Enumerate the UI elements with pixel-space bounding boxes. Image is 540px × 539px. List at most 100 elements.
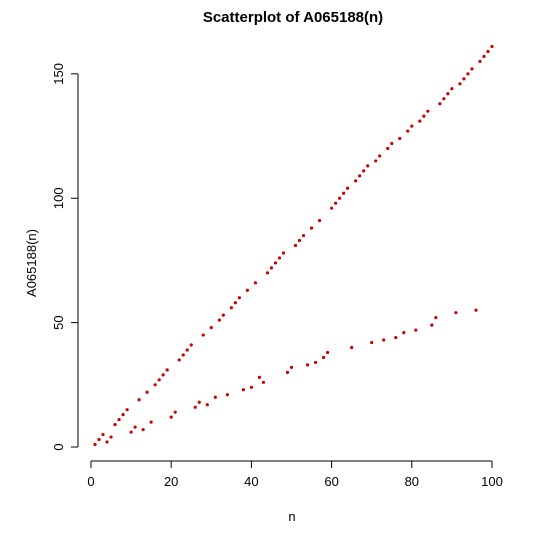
data-point xyxy=(454,311,458,315)
data-point xyxy=(414,328,418,332)
data-point xyxy=(233,301,237,305)
data-point xyxy=(338,196,342,200)
y-tick-label: 150 xyxy=(51,63,66,85)
data-point xyxy=(109,435,113,439)
chart-title: Scatterplot of A065188(n) xyxy=(203,9,383,26)
data-point xyxy=(478,59,482,64)
data-point xyxy=(410,124,414,128)
data-point xyxy=(434,316,438,320)
data-point xyxy=(101,432,105,437)
data-point xyxy=(470,67,474,71)
data-point xyxy=(422,114,426,118)
y-tick-label: 50 xyxy=(51,315,66,329)
data-point xyxy=(390,141,394,146)
data-point xyxy=(354,179,358,183)
data-point xyxy=(125,408,129,412)
data-point xyxy=(137,398,141,402)
data-point xyxy=(325,350,330,355)
data-point xyxy=(189,343,193,347)
data-point xyxy=(165,368,169,372)
data-point xyxy=(486,49,490,54)
data-point xyxy=(334,201,338,205)
y-tick-label: 100 xyxy=(51,187,66,209)
data-point xyxy=(330,206,334,210)
data-point xyxy=(342,191,346,195)
data-point xyxy=(358,174,362,178)
x-axis-label: n xyxy=(288,509,295,524)
data-point xyxy=(321,355,326,360)
x-tick-label: 0 xyxy=(87,474,94,489)
data-point xyxy=(305,363,310,367)
data-point xyxy=(350,345,354,350)
data-point xyxy=(149,420,153,424)
y-axis: 0 50 100 150 xyxy=(51,63,79,451)
data-point xyxy=(386,146,390,151)
data-point xyxy=(394,335,398,340)
data-point xyxy=(378,154,382,158)
data-point xyxy=(442,97,446,101)
x-axis: 0 20 40 60 80 100 xyxy=(87,460,503,489)
data-point xyxy=(301,233,306,238)
data-point xyxy=(221,313,225,317)
data-point xyxy=(418,119,422,123)
data-point xyxy=(241,388,245,392)
data-point xyxy=(237,296,241,300)
data-point xyxy=(426,109,430,113)
data-point xyxy=(145,390,149,394)
x-tick-label: 20 xyxy=(164,474,178,489)
data-point xyxy=(450,87,454,91)
data-point xyxy=(398,136,402,141)
data-point xyxy=(289,365,294,369)
data-point xyxy=(97,437,101,442)
data-point xyxy=(93,442,97,447)
data-point xyxy=(113,423,117,427)
data-point xyxy=(370,340,374,345)
data-point xyxy=(366,164,370,168)
x-tick-label: 60 xyxy=(324,474,338,489)
data-point xyxy=(133,425,137,429)
data-point xyxy=(490,44,494,49)
data-point xyxy=(197,400,201,404)
data-point xyxy=(374,159,378,163)
data-point xyxy=(297,238,302,243)
data-point xyxy=(257,375,262,379)
data-point xyxy=(205,403,209,407)
data-point xyxy=(209,325,213,330)
data-point xyxy=(458,82,462,86)
data-point xyxy=(181,353,185,357)
x-tick-label: 40 xyxy=(244,474,258,489)
data-point xyxy=(406,129,410,133)
data-point xyxy=(317,219,322,223)
data-point xyxy=(157,378,161,382)
data-point xyxy=(193,405,197,409)
data-point xyxy=(213,395,217,399)
data-point xyxy=(285,370,290,374)
x-tick-label: 80 xyxy=(405,474,419,489)
data-points xyxy=(93,44,494,447)
data-point xyxy=(201,333,205,337)
data-point xyxy=(269,266,274,270)
data-point xyxy=(462,77,466,81)
data-point xyxy=(177,358,181,362)
y-tick-label: 0 xyxy=(51,443,66,450)
data-point xyxy=(265,271,270,275)
data-point xyxy=(117,418,121,422)
data-point xyxy=(225,393,229,397)
data-point xyxy=(382,338,386,342)
data-point xyxy=(105,440,109,444)
data-point xyxy=(121,413,125,417)
data-point xyxy=(362,169,366,173)
data-point xyxy=(482,54,486,59)
data-point xyxy=(173,410,177,414)
data-point xyxy=(153,383,157,387)
data-point xyxy=(281,251,286,255)
data-point xyxy=(273,261,278,265)
data-point xyxy=(466,72,470,76)
data-point xyxy=(313,360,318,365)
data-point xyxy=(309,226,314,230)
data-point xyxy=(141,427,145,432)
y-axis-label: A065188(n) xyxy=(24,229,39,297)
data-point xyxy=(229,306,233,310)
data-point xyxy=(185,348,189,352)
